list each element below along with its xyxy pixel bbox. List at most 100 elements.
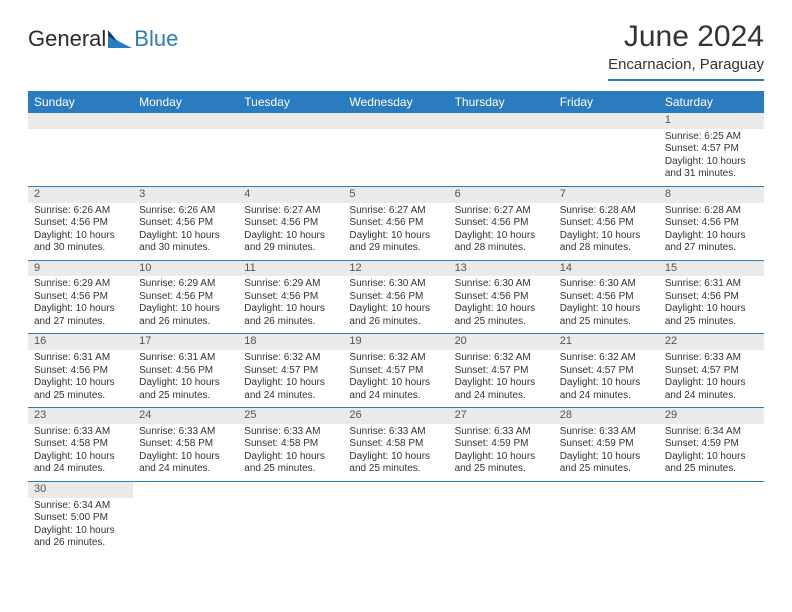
calendar-day-cell: 6Sunrise: 6:27 AMSunset: 4:56 PMDaylight… xyxy=(449,186,554,260)
daylight-line: Daylight: 10 hours and 26 minutes. xyxy=(244,303,337,328)
sunrise-line: Sunrise: 6:29 AM xyxy=(139,278,232,291)
day-number: 8 xyxy=(659,187,764,203)
weekday-header: Thursday xyxy=(449,91,554,113)
daylight-line: Daylight: 10 hours and 25 minutes. xyxy=(560,303,653,328)
sunset-line: Sunset: 4:56 PM xyxy=(244,291,337,304)
day-number-bar xyxy=(554,113,659,129)
day-sun-data: Sunrise: 6:31 AMSunset: 4:56 PMDaylight:… xyxy=(28,350,133,407)
day-number: 7 xyxy=(554,187,659,203)
daylight-line: Daylight: 10 hours and 25 minutes. xyxy=(455,451,548,476)
calendar-day-cell: 25Sunrise: 6:33 AMSunset: 4:58 PMDayligh… xyxy=(238,408,343,482)
daylight-line: Daylight: 10 hours and 24 minutes. xyxy=(455,377,548,402)
day-sun-data: Sunrise: 6:32 AMSunset: 4:57 PMDaylight:… xyxy=(343,350,448,407)
day-sun-data: Sunrise: 6:31 AMSunset: 4:56 PMDaylight:… xyxy=(659,276,764,333)
sunrise-line: Sunrise: 6:32 AM xyxy=(455,352,548,365)
day-number-bar xyxy=(343,113,448,129)
day-sun-data: Sunrise: 6:29 AMSunset: 4:56 PMDaylight:… xyxy=(238,276,343,333)
day-number: 30 xyxy=(28,482,133,498)
calendar-day-cell xyxy=(449,113,554,186)
daylight-line: Daylight: 10 hours and 31 minutes. xyxy=(665,156,758,181)
day-number: 15 xyxy=(659,261,764,277)
daylight-line: Daylight: 10 hours and 25 minutes. xyxy=(34,377,127,402)
calendar-day-cell: 29Sunrise: 6:34 AMSunset: 4:59 PMDayligh… xyxy=(659,408,764,482)
daylight-line: Daylight: 10 hours and 28 minutes. xyxy=(455,230,548,255)
day-sun-data: Sunrise: 6:28 AMSunset: 4:56 PMDaylight:… xyxy=(659,203,764,260)
day-sun-data: Sunrise: 6:32 AMSunset: 4:57 PMDaylight:… xyxy=(554,350,659,407)
sunset-line: Sunset: 4:59 PM xyxy=(560,438,653,451)
day-sun-data: Sunrise: 6:27 AMSunset: 4:56 PMDaylight:… xyxy=(343,203,448,260)
weekday-header: Friday xyxy=(554,91,659,113)
calendar-day-cell xyxy=(343,481,448,554)
calendar-day-cell: 21Sunrise: 6:32 AMSunset: 4:57 PMDayligh… xyxy=(554,334,659,408)
sunset-line: Sunset: 4:57 PM xyxy=(665,365,758,378)
day-number-bar xyxy=(659,482,764,498)
day-number: 9 xyxy=(28,261,133,277)
day-number: 27 xyxy=(449,408,554,424)
calendar-week-row: 2Sunrise: 6:26 AMSunset: 4:56 PMDaylight… xyxy=(28,186,764,260)
sunrise-line: Sunrise: 6:29 AM xyxy=(244,278,337,291)
day-number-bar xyxy=(343,482,448,498)
daylight-line: Daylight: 10 hours and 27 minutes. xyxy=(665,230,758,255)
daylight-line: Daylight: 10 hours and 24 minutes. xyxy=(34,451,127,476)
day-number-bar xyxy=(449,113,554,129)
calendar-day-cell xyxy=(659,481,764,554)
calendar-day-cell: 5Sunrise: 6:27 AMSunset: 4:56 PMDaylight… xyxy=(343,186,448,260)
day-number: 13 xyxy=(449,261,554,277)
calendar-day-cell xyxy=(343,113,448,186)
day-sun-data: Sunrise: 6:32 AMSunset: 4:57 PMDaylight:… xyxy=(449,350,554,407)
day-number: 26 xyxy=(343,408,448,424)
sunrise-line: Sunrise: 6:34 AM xyxy=(34,500,127,513)
sunset-line: Sunset: 4:57 PM xyxy=(560,365,653,378)
day-number: 14 xyxy=(554,261,659,277)
calendar-day-cell: 18Sunrise: 6:32 AMSunset: 4:57 PMDayligh… xyxy=(238,334,343,408)
sunset-line: Sunset: 4:56 PM xyxy=(665,291,758,304)
day-sun-data: Sunrise: 6:28 AMSunset: 4:56 PMDaylight:… xyxy=(554,203,659,260)
daylight-line: Daylight: 10 hours and 26 minutes. xyxy=(349,303,442,328)
sunrise-line: Sunrise: 6:27 AM xyxy=(455,205,548,218)
day-number: 4 xyxy=(238,187,343,203)
sunset-line: Sunset: 4:56 PM xyxy=(560,217,653,230)
sunrise-line: Sunrise: 6:33 AM xyxy=(665,352,758,365)
calendar-day-cell xyxy=(28,113,133,186)
daylight-line: Daylight: 10 hours and 30 minutes. xyxy=(139,230,232,255)
day-sun-data: Sunrise: 6:29 AMSunset: 4:56 PMDaylight:… xyxy=(133,276,238,333)
calendar-day-cell: 30Sunrise: 6:34 AMSunset: 5:00 PMDayligh… xyxy=(28,481,133,554)
sunrise-line: Sunrise: 6:32 AM xyxy=(244,352,337,365)
calendar-day-cell: 22Sunrise: 6:33 AMSunset: 4:57 PMDayligh… xyxy=(659,334,764,408)
calendar-day-cell: 23Sunrise: 6:33 AMSunset: 4:58 PMDayligh… xyxy=(28,408,133,482)
calendar-day-cell: 17Sunrise: 6:31 AMSunset: 4:56 PMDayligh… xyxy=(133,334,238,408)
daylight-line: Daylight: 10 hours and 26 minutes. xyxy=(34,525,127,550)
sunset-line: Sunset: 4:56 PM xyxy=(34,291,127,304)
day-sun-data: Sunrise: 6:33 AMSunset: 4:57 PMDaylight:… xyxy=(659,350,764,407)
day-number: 24 xyxy=(133,408,238,424)
sunrise-line: Sunrise: 6:33 AM xyxy=(349,426,442,439)
calendar-day-cell: 24Sunrise: 6:33 AMSunset: 4:58 PMDayligh… xyxy=(133,408,238,482)
calendar-day-cell: 3Sunrise: 6:26 AMSunset: 4:56 PMDaylight… xyxy=(133,186,238,260)
sunrise-line: Sunrise: 6:34 AM xyxy=(665,426,758,439)
calendar-day-cell: 11Sunrise: 6:29 AMSunset: 4:56 PMDayligh… xyxy=(238,260,343,334)
sunrise-line: Sunrise: 6:27 AM xyxy=(244,205,337,218)
sunset-line: Sunset: 4:58 PM xyxy=(139,438,232,451)
sunset-line: Sunset: 4:56 PM xyxy=(349,291,442,304)
flag-icon xyxy=(108,30,132,48)
sunset-line: Sunset: 4:58 PM xyxy=(349,438,442,451)
calendar-day-cell: 28Sunrise: 6:33 AMSunset: 4:59 PMDayligh… xyxy=(554,408,659,482)
sunset-line: Sunset: 4:56 PM xyxy=(139,291,232,304)
calendar-day-cell: 4Sunrise: 6:27 AMSunset: 4:56 PMDaylight… xyxy=(238,186,343,260)
daylight-line: Daylight: 10 hours and 27 minutes. xyxy=(34,303,127,328)
sunset-line: Sunset: 4:56 PM xyxy=(244,217,337,230)
location-subtitle: Encarnacion, Paraguay xyxy=(608,56,764,81)
day-sun-data: Sunrise: 6:33 AMSunset: 4:58 PMDaylight:… xyxy=(343,424,448,481)
daylight-line: Daylight: 10 hours and 24 minutes. xyxy=(349,377,442,402)
calendar-day-cell xyxy=(238,113,343,186)
calendar-day-cell: 10Sunrise: 6:29 AMSunset: 4:56 PMDayligh… xyxy=(133,260,238,334)
day-number: 2 xyxy=(28,187,133,203)
day-number-bar xyxy=(133,113,238,129)
daylight-line: Daylight: 10 hours and 28 minutes. xyxy=(560,230,653,255)
sunset-line: Sunset: 4:57 PM xyxy=(455,365,548,378)
day-number: 5 xyxy=(343,187,448,203)
daylight-line: Daylight: 10 hours and 25 minutes. xyxy=(139,377,232,402)
sunset-line: Sunset: 4:56 PM xyxy=(34,217,127,230)
daylight-line: Daylight: 10 hours and 24 minutes. xyxy=(560,377,653,402)
calendar-day-cell: 16Sunrise: 6:31 AMSunset: 4:56 PMDayligh… xyxy=(28,334,133,408)
